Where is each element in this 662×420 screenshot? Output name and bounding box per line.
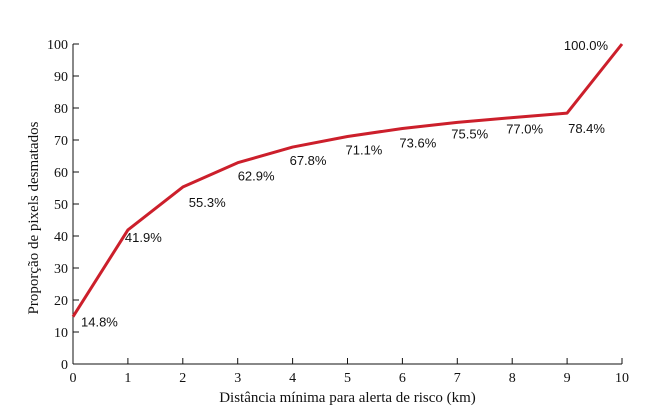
data-label: 71.1% [346, 142, 383, 157]
x-axis-title: Distância mínima para alerta de risco (k… [219, 390, 476, 406]
data-label: 67.8% [290, 153, 327, 168]
x-tick-label: 4 [289, 371, 296, 386]
x-tick-label: 6 [399, 371, 406, 386]
y-tick-label: 0 [61, 358, 68, 373]
data-label: 41.9% [125, 230, 162, 245]
y-axis-title: Proporção de pixels desmatados [26, 121, 42, 314]
x-tick-label: 1 [124, 371, 131, 386]
y-tick-label: 70 [54, 134, 68, 149]
series-line [71, 43, 624, 318]
y-tick-label: 20 [54, 294, 68, 309]
y-tick-label: 60 [54, 166, 68, 181]
data-label: 78.4% [568, 121, 605, 136]
y-tick-label: 10 [54, 326, 68, 341]
x-tick-label: 9 [564, 371, 571, 386]
y-tick-label: 80 [54, 102, 68, 117]
x-tick-label: 0 [70, 371, 77, 386]
y-tick-label: 90 [54, 70, 68, 85]
axes [72, 44, 622, 365]
y-tick-label: 30 [54, 262, 68, 277]
y-tick-label: 50 [54, 198, 68, 213]
data-label: 77.0% [506, 122, 543, 137]
data-label: 62.9% [238, 169, 275, 184]
y-tick-label: 40 [54, 230, 68, 245]
y-tick-label: 100 [47, 38, 68, 53]
x-tick-label: 7 [454, 371, 461, 386]
y-axis-ticks: 0 10 20 30 40 50 60 70 80 90 100 [47, 38, 79, 373]
data-label: 55.3% [189, 195, 226, 210]
data-label: 14.8% [81, 315, 118, 330]
x-tick-label: 2 [179, 371, 186, 386]
x-tick-label: 3 [234, 371, 241, 386]
x-tick-label: 8 [509, 371, 516, 386]
data-labels: 14.8% 41.9% 55.3% 62.9% 67.8% 71.1% 73.6% 75.5%… [81, 38, 608, 330]
data-label: 75.5% [451, 126, 488, 141]
x-tick-label: 10 [615, 371, 629, 386]
data-label: 73.6% [399, 135, 436, 150]
x-tick-label: 5 [344, 371, 351, 386]
data-label: 100.0% [564, 38, 609, 53]
x-axis-ticks: 0 1 2 3 4 5 6 7 8 9 10 [70, 358, 629, 386]
